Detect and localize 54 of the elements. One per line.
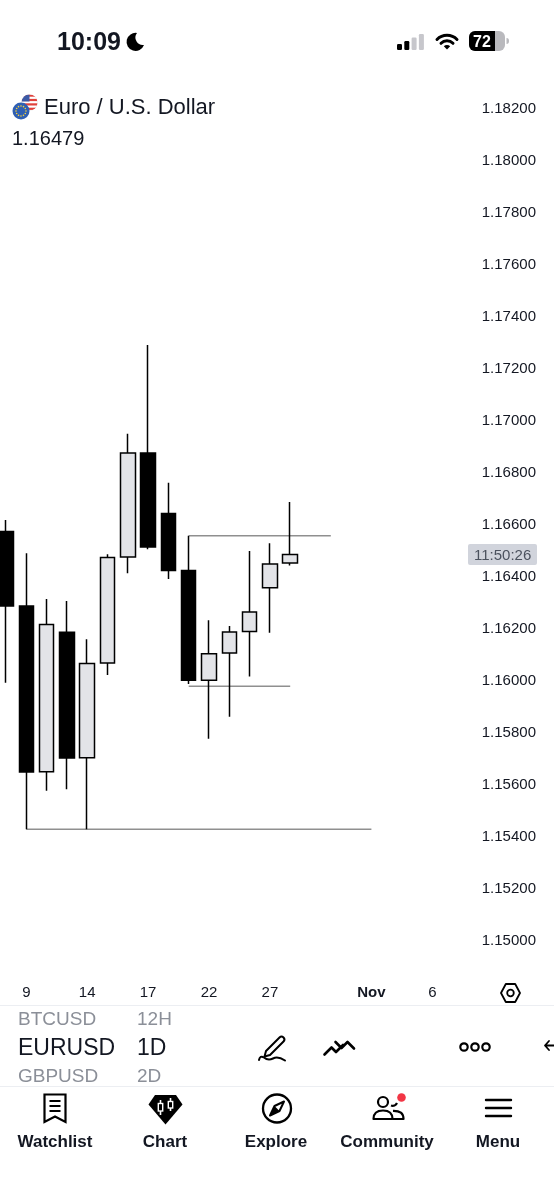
text: 1.16479 bbox=[12, 127, 85, 149]
candlestick bbox=[221, 625, 238, 718]
text: 2D bbox=[137, 1064, 162, 1086]
text: 12H bbox=[137, 1007, 172, 1029]
y-tick-label: 1.17200 bbox=[481, 358, 536, 376]
y-tick-label: 1.17000 bbox=[481, 410, 536, 428]
text: 10:09 bbox=[57, 26, 121, 55]
candlestick bbox=[160, 481, 177, 580]
candlestick bbox=[281, 501, 299, 567]
y-tick-label: 1.17800 bbox=[481, 202, 536, 220]
text: Menu bbox=[475, 1131, 521, 1151]
y-tick-label: 1.16000 bbox=[481, 670, 536, 688]
text: GBPUSD bbox=[18, 1064, 99, 1086]
candlestick bbox=[18, 552, 35, 831]
y-tick-label: 1.16400 bbox=[481, 566, 536, 584]
y-tick-label: 1.16600 bbox=[481, 514, 536, 532]
x-tick-label: 14 bbox=[78, 983, 96, 1000]
candlestick bbox=[139, 344, 157, 551]
chart-title: Euro / U.S. Dollar bbox=[44, 94, 216, 119]
text: BTCUSD bbox=[18, 1007, 97, 1029]
y-tick-label: 1.15200 bbox=[481, 878, 536, 896]
x-tick-label: 27 bbox=[261, 983, 279, 1000]
y-tick-label: 1.17400 bbox=[481, 306, 536, 324]
x-tick-label: 6 bbox=[428, 983, 437, 1000]
y-tick-label: 1.18000 bbox=[481, 150, 536, 168]
candlestick bbox=[261, 542, 279, 634]
candlestick bbox=[0, 519, 15, 684]
x-tick-label: 17 bbox=[139, 983, 157, 1000]
y-tick-label: 1.16200 bbox=[481, 618, 536, 636]
text: Explore bbox=[244, 1131, 308, 1151]
y-tick-label: 1.15400 bbox=[481, 826, 536, 844]
x-tick-label: Nov bbox=[357, 983, 387, 1000]
text: EURUSD bbox=[18, 1033, 116, 1060]
text: 1D bbox=[137, 1033, 167, 1060]
candlestick bbox=[119, 433, 137, 574]
candlestick bbox=[38, 598, 55, 792]
text: 11:50:26 bbox=[468, 544, 538, 565]
candlestick bbox=[99, 553, 116, 676]
y-tick-label: 1.18200 bbox=[481, 98, 536, 116]
candlestick bbox=[78, 638, 96, 831]
candlestick bbox=[200, 619, 218, 740]
text: Community bbox=[340, 1131, 434, 1151]
x-tick-label: 22 bbox=[200, 983, 218, 1000]
text: Watchlist bbox=[17, 1131, 93, 1151]
x-tick-label: 9 bbox=[22, 983, 31, 1000]
y-tick-label: 1.15600 bbox=[481, 774, 536, 792]
y-tick-label: 1.16800 bbox=[481, 462, 536, 480]
y-tick-label: 1.17600 bbox=[481, 254, 536, 272]
candlestick bbox=[180, 534, 197, 685]
y-tick-label: 1.15800 bbox=[481, 722, 536, 740]
candlestick bbox=[58, 600, 76, 790]
y-tick-label: 1.15000 bbox=[481, 930, 536, 948]
text: Chart bbox=[142, 1131, 188, 1151]
candlestick bbox=[241, 550, 258, 678]
